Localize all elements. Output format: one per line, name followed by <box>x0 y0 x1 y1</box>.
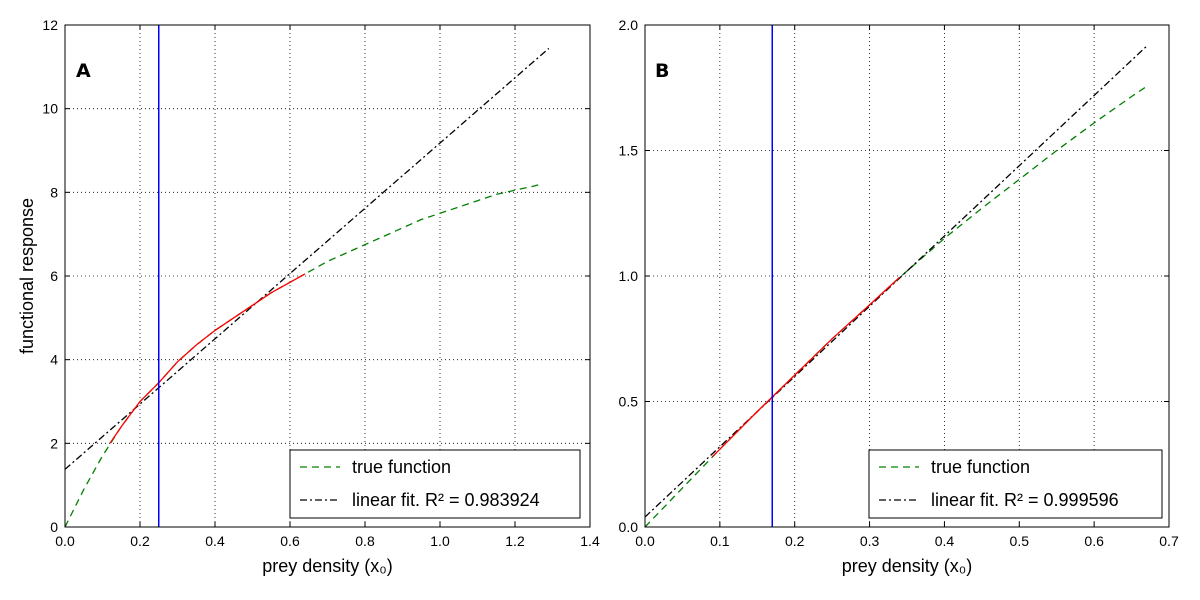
legend: true function linear fit. R² = 0.999596 <box>868 449 1163 519</box>
x-tick-label: 0.0 <box>635 533 655 549</box>
y-tick-label: 1.5 <box>619 143 639 159</box>
legend-entry: linear fit. R² = 0.999596 <box>931 490 1119 510</box>
y-tick-label: 4 <box>50 352 58 368</box>
x-tick-label: 1.2 <box>505 533 525 549</box>
linear-fit-line <box>645 45 1147 518</box>
y-tick-label: 2.0 <box>619 17 639 33</box>
y-tick-label: 12 <box>42 17 58 33</box>
x-tick-label: 0.1 <box>710 533 730 549</box>
x-tick-label: 0.0 <box>55 533 75 549</box>
x-tick-label: 0.2 <box>785 533 805 549</box>
x-tick-label: 0.6 <box>1084 533 1104 549</box>
x-tick-label: 0.2 <box>130 533 150 549</box>
legend-box <box>868 449 1163 519</box>
x-tick-label: 0.6 <box>280 533 300 549</box>
legend-entry: true function <box>931 457 1030 477</box>
panel-a: 0.0 0.2 0.4 0.6 0.8 1.0 1.2 1.4 0 2 4 6 8 10 12 prey de… <box>17 17 600 576</box>
x-axis-label: prey density (x₀) <box>262 556 393 576</box>
y-tick-label: 8 <box>50 184 58 200</box>
plot-area <box>65 25 550 527</box>
legend-box <box>289 449 581 519</box>
plot-area <box>645 25 1147 527</box>
linear-fit-line <box>65 47 550 470</box>
panel-letter: A <box>76 60 91 82</box>
legend-entry: linear fit. R² = 0.983924 <box>352 490 540 510</box>
x-tick-label: 0.5 <box>1010 533 1030 549</box>
y-axis-label: functional response <box>17 198 37 354</box>
local-fit-line <box>711 276 900 458</box>
legend-entry: true function <box>352 457 451 477</box>
y-tick-label: 1.0 <box>619 268 639 284</box>
y-tick-label: 0.0 <box>619 519 639 535</box>
y-tick-label: 0 <box>50 519 58 535</box>
x-tick-label: 1.0 <box>430 533 450 549</box>
panel-b: 0.0 0.1 0.2 0.3 0.4 0.5 0.6 0.7 0.0 0.5 1.0 1.5 2.0 p… <box>619 17 1179 576</box>
x-axis-label: prey density (x₀) <box>842 556 973 576</box>
local-fit-line <box>109 273 306 444</box>
legend: true function linear fit. R² = 0.983924 <box>289 449 581 519</box>
y-tick-label: 10 <box>42 101 58 117</box>
panel-letter: B <box>655 60 669 82</box>
x-tick-label: 1.4 <box>580 533 600 549</box>
y-tick-label: 6 <box>50 268 58 284</box>
x-tick-label: 0.8 <box>355 533 375 549</box>
x-tick-label: 0.7 <box>1159 533 1179 549</box>
y-tick-label: 0.5 <box>619 394 639 410</box>
true-function-line <box>65 183 542 527</box>
x-tick-label: 0.4 <box>205 533 225 549</box>
x-tick-label: 0.4 <box>935 533 955 549</box>
x-tick-label: 0.3 <box>860 533 880 549</box>
y-tick-label: 2 <box>50 435 58 451</box>
